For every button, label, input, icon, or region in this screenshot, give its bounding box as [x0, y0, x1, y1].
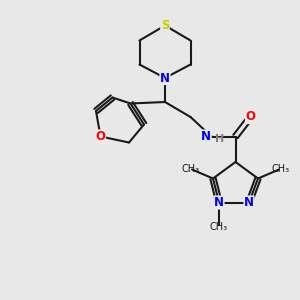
- Text: N: N: [214, 196, 224, 209]
- Text: N: N: [244, 196, 254, 209]
- Text: N: N: [160, 71, 170, 85]
- Text: CH₃: CH₃: [272, 164, 290, 174]
- Text: O: O: [95, 130, 106, 143]
- Text: O: O: [245, 110, 256, 124]
- Text: H: H: [215, 134, 224, 144]
- Text: CH₃: CH₃: [182, 164, 200, 174]
- Text: S: S: [161, 19, 169, 32]
- Text: CH₃: CH₃: [210, 222, 228, 233]
- Text: N: N: [201, 130, 211, 143]
